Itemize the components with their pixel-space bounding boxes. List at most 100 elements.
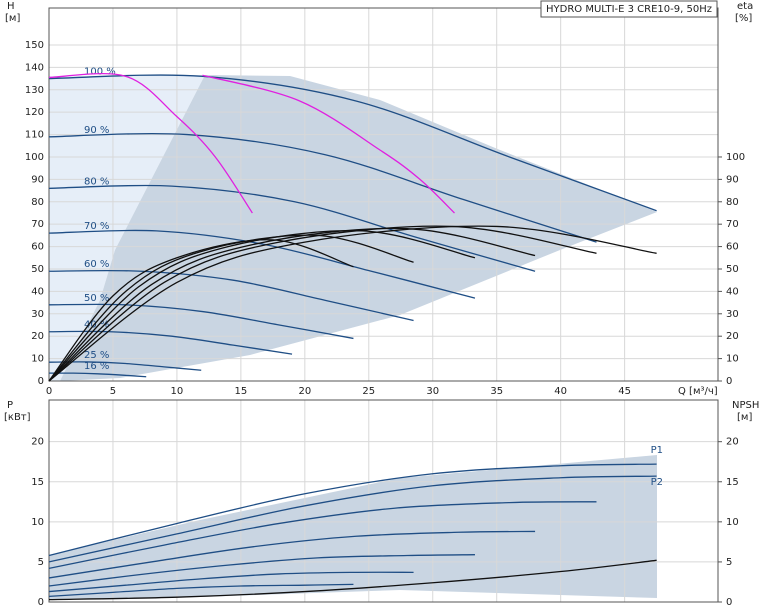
series-line [202,74,455,214]
series-line [48,239,354,382]
series-line [48,330,293,355]
series-line [48,475,657,563]
power-range [49,455,657,600]
series-line [48,501,597,569]
x-tick-label: 45 [618,386,631,397]
y-tick-label: 60 [31,242,44,253]
series-line [48,225,657,382]
series-line [48,303,354,340]
y2-tick-label: 90 [726,174,739,185]
series-line [48,234,414,382]
series-line [48,269,414,322]
y-tick-label: 15 [31,477,44,488]
y-unit: [кВт] [4,412,31,423]
series-line [48,559,657,601]
x-tick-label: 25 [362,386,375,397]
series-line [48,225,597,382]
y2-tick-label: 10 [726,354,739,365]
x-tick-label: 20 [298,386,311,397]
series-label: P1 [651,445,663,456]
y2-tick-label: 20 [726,331,739,342]
x-tick-label: 0 [46,386,52,397]
series-label: 80 % [84,176,109,187]
series-line [48,227,536,382]
y2-tick-label: 30 [726,309,739,320]
y-tick-label: 10 [31,517,44,528]
y-tick-label: 10 [31,354,44,365]
series-label: P2 [651,477,663,488]
y2-tick-label: 80 [726,197,739,208]
series-line [48,74,657,212]
y-label: P [7,400,13,411]
series-label: 60 % [84,259,109,270]
series-line [48,184,536,272]
x-tick-label: 40 [554,386,567,397]
y2-tick-label: 50 [726,264,739,275]
y2-tick-label: 0 [726,597,732,608]
x-tick-label: 35 [490,386,503,397]
y2-tick-label: 70 [726,219,739,230]
y2-label: NPSH [732,400,759,411]
y2-tick-label: 60 [726,242,739,253]
y2-label: eta [737,1,753,12]
series-label: 25 % [84,350,109,361]
series-line [48,554,475,587]
series-label: 40 % [84,320,109,331]
y2-tick-label: 100 [726,152,745,163]
title-box [540,0,718,18]
x-tick-label: 30 [426,386,439,397]
y2-tick-label: 15 [726,477,739,488]
series-line [48,361,202,371]
series-label: 70 % [84,221,109,232]
y-tick-label: 0 [38,376,44,387]
series-label: 50 % [84,293,109,304]
series-label: 16 % [84,361,109,372]
y-tick-label: 90 [31,174,44,185]
plot-layer: 0 5 10 15 20 25 30 35 40 450102030405060708090100… [25,7,745,608]
series-line [48,530,536,579]
y2-tick-label: 40 [726,286,739,297]
y-label: H [7,1,15,12]
y-tick-label: 130 [25,85,44,96]
series-line [48,132,597,243]
x-tick-label: 15 [235,386,248,397]
y2-tick-label: 10 [726,517,739,528]
series-label: 90 % [84,125,109,136]
y-tick-label: 20 [31,437,44,448]
y-tick-label: 40 [31,286,44,297]
y2-tick-label: 5 [726,557,732,568]
y2-tick-label: 20 [726,437,739,448]
y-tick-label: 20 [31,331,44,342]
series-line [48,372,147,378]
operating-range [60,75,657,381]
y2-unit: [м] [737,412,752,423]
y-tick-label: 0 [38,597,44,608]
series-line [48,571,414,593]
y-tick-label: 70 [31,219,44,230]
y-tick-label: 80 [31,197,44,208]
x-tick-label: 5 [110,386,116,397]
chart-title: HYDRO MULTI-E 3 CRE10-9, 50Hz [546,4,712,15]
series-line [48,73,253,214]
series-line [48,229,476,299]
y2-tick-label: 0 [726,376,732,387]
y2-unit: [%] [735,13,752,24]
plot-frame [48,7,719,382]
x-label: Q [м³/ч] [678,386,718,397]
y-tick-label: 100 [25,152,44,163]
y-tick-label: 110 [25,130,44,141]
y-tick-label: 50 [31,264,44,275]
series-label: 100 % [84,67,116,78]
series-line [48,229,476,382]
y-tick-label: 140 [25,62,44,73]
series-line [48,583,354,598]
y-tick-label: 120 [25,107,44,118]
y-unit: [м] [5,13,20,24]
y-tick-label: 30 [31,309,44,320]
x-tick-label: 10 [171,386,184,397]
y-tick-label: 5 [38,557,44,568]
y-tick-label: 150 [25,40,44,51]
plot-frame [48,399,719,603]
